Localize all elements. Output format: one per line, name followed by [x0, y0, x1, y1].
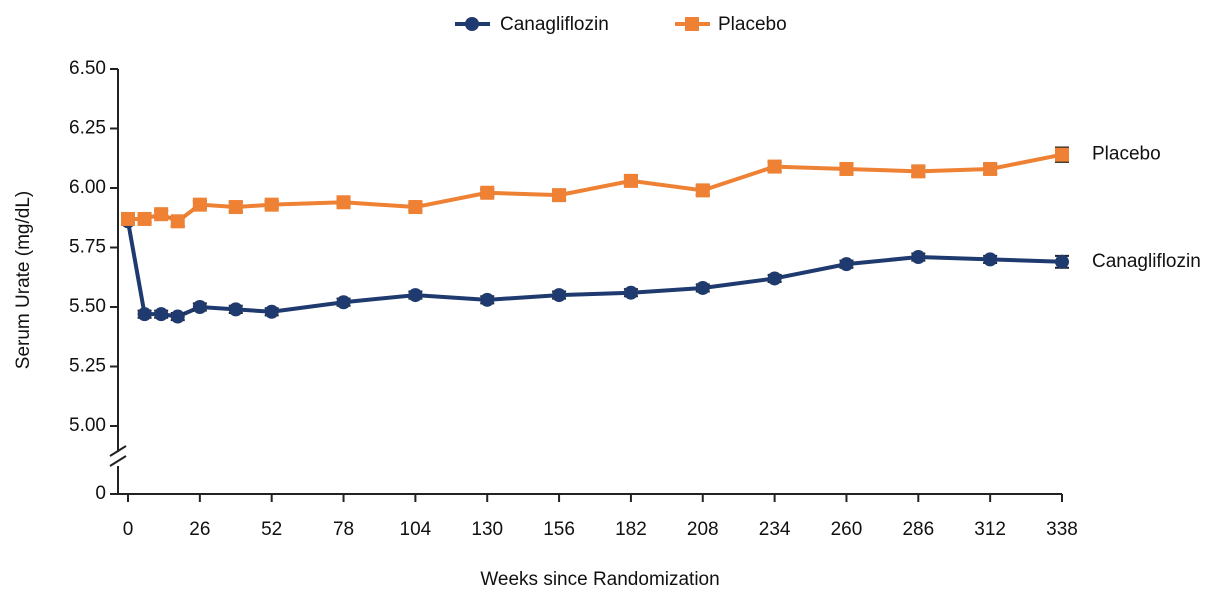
- x-tick-label: 156: [543, 519, 575, 540]
- marker: [767, 271, 782, 286]
- x-tick-label: 26: [189, 519, 210, 540]
- y-tick-label: 6.50: [69, 58, 106, 79]
- y-tick-label: 0: [95, 483, 106, 504]
- x-tick-label: 208: [687, 519, 719, 540]
- marker: [911, 164, 926, 179]
- y-tick-label: 5.25: [69, 356, 106, 377]
- x-tick-label: 52: [261, 519, 282, 540]
- marker: [408, 200, 423, 215]
- marker: [336, 195, 351, 210]
- marker: [137, 307, 152, 322]
- x-tick-label: 0: [123, 519, 134, 540]
- marker: [480, 292, 495, 307]
- x-tick-label: 338: [1046, 519, 1078, 540]
- marker: [154, 307, 169, 322]
- marker: [228, 302, 243, 317]
- marker: [983, 161, 998, 176]
- x-axis-label: Weeks since Randomization: [480, 569, 719, 590]
- marker: [228, 200, 243, 215]
- marker: [552, 188, 567, 203]
- marker: [1055, 254, 1069, 269]
- end-label: Placebo: [1092, 144, 1161, 165]
- marker: [695, 183, 710, 198]
- series-line: [126, 220, 1063, 319]
- marker: [264, 197, 279, 212]
- x-tick-label: 182: [615, 519, 647, 540]
- axis-break: [109, 455, 127, 467]
- x-tick-label: 286: [902, 519, 934, 540]
- marker: [480, 185, 495, 200]
- legend-label: Canagliflozin: [500, 14, 609, 35]
- y-tick-label: 5.50: [69, 296, 106, 317]
- marker: [137, 211, 152, 226]
- x-tick-label: 260: [831, 519, 863, 540]
- y-tick-label: 5.75: [69, 237, 106, 258]
- x-tick-label: 234: [759, 519, 791, 540]
- legend-marker: [465, 17, 479, 31]
- marker: [192, 300, 207, 314]
- x-tick-label: 104: [400, 519, 432, 540]
- marker: [121, 211, 135, 226]
- marker: [623, 285, 638, 300]
- y-tick-label: 5.00: [69, 415, 106, 436]
- marker: [623, 173, 638, 188]
- marker: [767, 159, 782, 174]
- y-axis-label: Serum Urate (mg/dL): [13, 191, 34, 369]
- x-tick-label: 130: [471, 519, 503, 540]
- marker: [1055, 147, 1069, 162]
- marker: [552, 288, 567, 303]
- marker: [839, 161, 854, 176]
- marker: [911, 250, 926, 265]
- marker: [264, 304, 279, 319]
- y-tick-label: 6.00: [69, 177, 106, 198]
- marker: [192, 197, 207, 212]
- legend-marker: [685, 17, 699, 31]
- end-label: Canagliflozin: [1092, 251, 1201, 272]
- marker: [695, 280, 710, 295]
- marker: [336, 295, 351, 310]
- marker: [170, 214, 185, 229]
- marker: [170, 309, 185, 324]
- x-tick-label: 78: [333, 519, 354, 540]
- x-tick-label: 312: [974, 519, 1006, 540]
- y-tick-label: 6.25: [69, 118, 106, 139]
- legend-label: Placebo: [718, 14, 787, 35]
- marker: [983, 252, 998, 267]
- axis-break: [109, 445, 127, 457]
- marker: [154, 207, 169, 222]
- marker: [839, 257, 854, 272]
- marker: [408, 288, 423, 303]
